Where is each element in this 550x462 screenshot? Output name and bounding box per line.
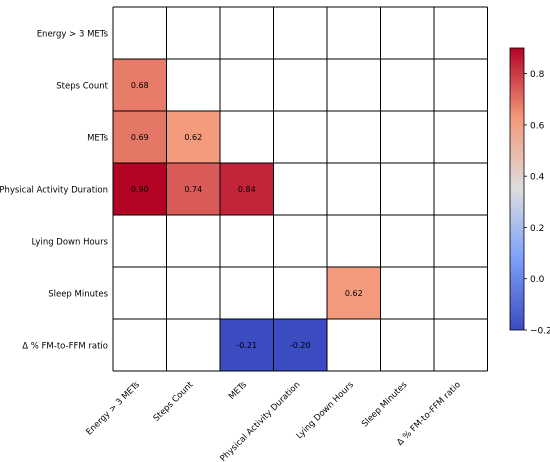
cell-value-label: 0.84	[238, 185, 256, 194]
heatmap-cells	[113, 59, 381, 371]
cell-value-label: -0.21	[236, 341, 257, 350]
colorbar-tick-label: −0.2	[530, 327, 550, 337]
colorbar	[509, 47, 525, 331]
heatmap-cell	[327, 267, 381, 319]
column-label: Energy > 3 METs	[84, 380, 142, 438]
column-label: Lying Down Hours	[295, 380, 357, 442]
column-label: METs	[227, 380, 249, 402]
row-label: Energy > 3 METs	[37, 30, 109, 40]
cell-value-label: 0.69	[131, 133, 149, 142]
colorbar-tick-label: 0.6	[530, 121, 545, 131]
row-labels: Energy > 3 METs Steps Count METs Physical A…	[0, 30, 109, 352]
colorbar-ticks: −0.2 0.0 0.2 0.4 0.6 0.8	[524, 70, 550, 337]
cell-labels: 0.68 0.69 0.62 0.90 0.74 0.84 0.62 -0.21 -0.20	[131, 81, 363, 350]
cell-value-label: 0.74	[184, 185, 202, 194]
row-label: Lying Down Hours	[31, 238, 108, 248]
column-label: Steps Count	[152, 380, 196, 424]
row-label: METs	[87, 134, 108, 144]
heatmap-grid	[112, 6, 488, 372]
heatmap-cell	[113, 59, 167, 111]
column-label: Sleep Minutes	[360, 380, 410, 430]
cell-value-label: -0.20	[290, 341, 311, 350]
cell-value-label: 0.62	[345, 289, 363, 298]
row-label: Physical Activity Duration	[0, 186, 108, 196]
cell-value-label: 0.68	[131, 81, 149, 90]
heatmap-cell	[113, 163, 167, 215]
cell-value-label: 0.62	[184, 133, 202, 142]
row-label: Steps Count	[56, 82, 108, 92]
colorbar-tick-label: 0.8	[530, 70, 545, 80]
cell-value-label: 0.90	[131, 185, 149, 194]
heatmap-cell	[220, 163, 274, 215]
heatmap-cell	[166, 111, 220, 163]
heatmap-cell	[113, 111, 167, 163]
colorbar-tick-label: 0.0	[530, 275, 545, 285]
heatmap-cell	[220, 319, 274, 371]
heatmap-cell	[166, 163, 220, 215]
colorbar-tick-label: 0.2	[530, 224, 544, 234]
row-label: Δ % FM-to-FFM ratio	[22, 342, 108, 352]
colorbar-tick-label: 0.4	[530, 173, 545, 183]
heatmap-cell	[273, 319, 327, 371]
row-label: Sleep Minutes	[48, 290, 108, 300]
